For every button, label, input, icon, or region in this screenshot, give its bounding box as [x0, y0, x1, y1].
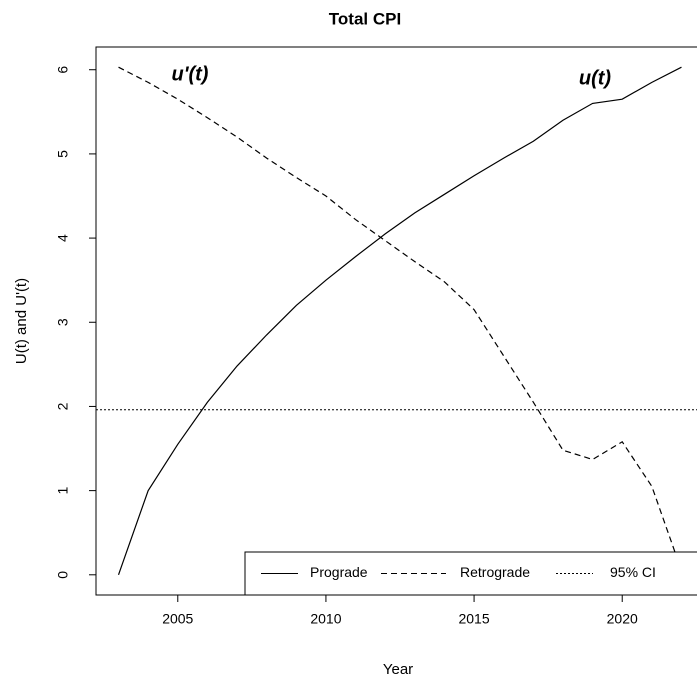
y-axis-label: U(t) and U'(t) — [13, 278, 30, 364]
legend-label: Prograde — [310, 564, 368, 580]
legend-label: Retrograde — [460, 564, 530, 580]
x-tick-label: 2010 — [310, 611, 341, 627]
legend-box — [244, 551, 697, 596]
y-tick-label: 6 — [55, 66, 71, 74]
chart-title: Total CPI — [329, 9, 401, 28]
series-line — [117, 66, 682, 575]
y-tick-label: 5 — [55, 150, 71, 158]
annotation: u'(t) — [172, 63, 209, 85]
y-tick-label: 3 — [55, 318, 71, 326]
y-tick-label: 4 — [55, 234, 71, 242]
legend-label: 95% CI — [610, 564, 656, 580]
x-axis-label: Year — [383, 661, 413, 678]
y-tick-label: 0 — [55, 571, 71, 579]
x-tick-label: 2015 — [458, 611, 489, 627]
plot-frame — [95, 46, 697, 596]
y-tick-label: 1 — [55, 487, 71, 495]
series-line — [118, 66, 683, 571]
y-tick-label: 2 — [55, 402, 71, 410]
annotation: u(t) — [579, 67, 612, 89]
x-tick-label: 2005 — [162, 611, 193, 627]
x-tick-label: 2020 — [607, 611, 638, 627]
